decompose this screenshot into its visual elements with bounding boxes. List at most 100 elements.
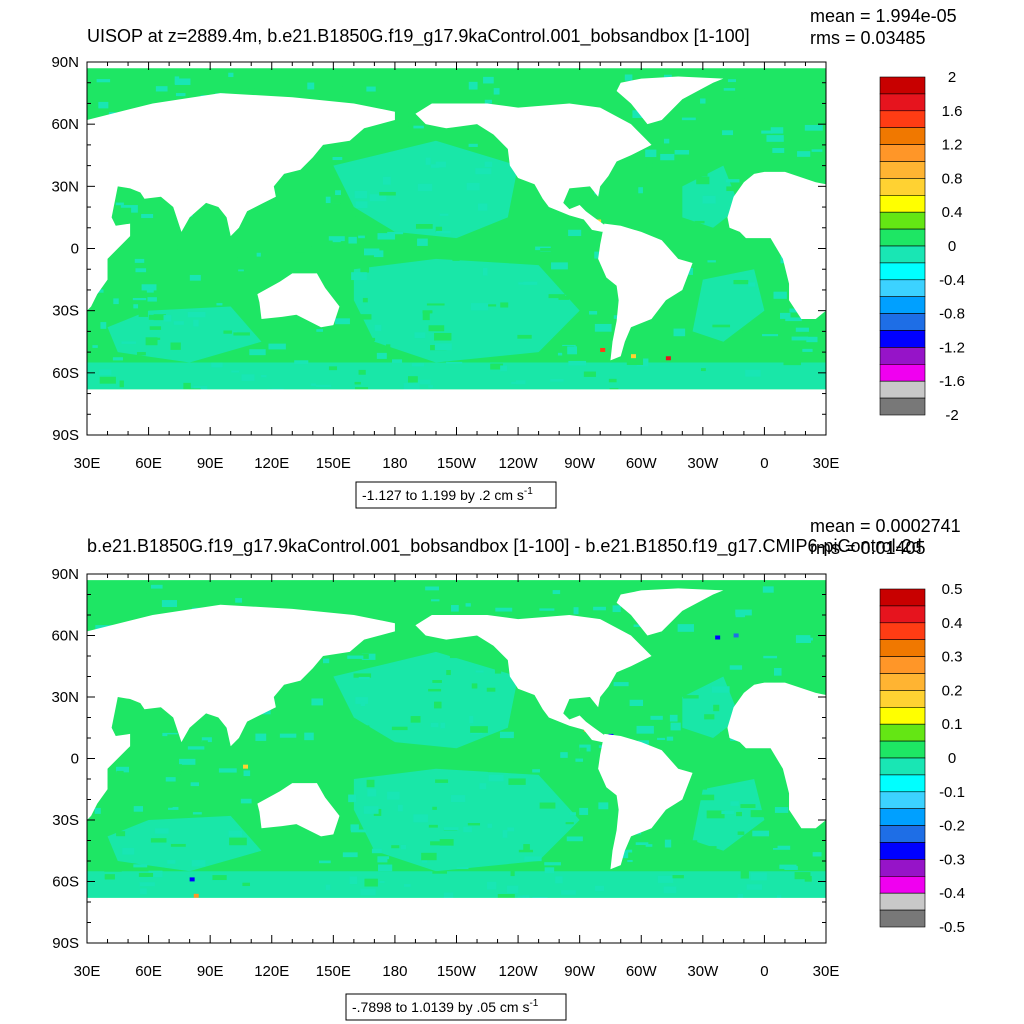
- contour-speck: [261, 375, 267, 378]
- contour-speck: [482, 267, 488, 276]
- contour-speck: [772, 148, 785, 153]
- contour-speck: [478, 203, 488, 211]
- x-tick-label: 120W: [498, 455, 538, 472]
- contour-speck: [657, 119, 663, 125]
- contour-speck: [417, 183, 433, 192]
- contour-speck: [533, 721, 551, 727]
- contour-speck: [309, 678, 321, 687]
- contour-speck: [99, 369, 112, 376]
- y-tick-label: 30S: [52, 303, 79, 320]
- contour-speck: [347, 655, 364, 659]
- contour-speck: [499, 731, 514, 739]
- contour-speck: [696, 176, 710, 185]
- contour-speck: [122, 600, 137, 603]
- y-tick-label: 90S: [52, 427, 79, 444]
- colorbar-swatch: [879, 639, 926, 657]
- colorbar-swatch: [879, 706, 926, 725]
- contour-speck: [351, 272, 367, 281]
- contour-speck: [533, 225, 550, 231]
- contour-speck: [180, 774, 190, 783]
- contour-speck: [430, 841, 445, 846]
- contour-speck: [248, 87, 255, 91]
- contour-speck: [369, 194, 387, 202]
- contour-speck: [383, 176, 391, 185]
- land-mask-6: [87, 897, 826, 943]
- contour-speck: [704, 846, 717, 849]
- contour-speck: [540, 755, 551, 763]
- contour-speck: [467, 823, 481, 826]
- contour-speck: [669, 714, 678, 722]
- contour-speck: [422, 310, 433, 314]
- contour-speck: [205, 789, 213, 797]
- contour-speck: [323, 224, 329, 231]
- contour-speck: [624, 74, 633, 81]
- contour-speck: [722, 130, 734, 136]
- colorbar-label: 0: [948, 238, 956, 255]
- x-tick-label: 120E: [254, 455, 289, 472]
- stat-rms: rms = 0.01405: [810, 538, 926, 558]
- contour-speck: [173, 321, 184, 325]
- contour-speck: [364, 126, 377, 130]
- contour-speck: [193, 319, 199, 327]
- contour-speck: [497, 894, 515, 901]
- contour-speck: [353, 673, 372, 678]
- contour-speck: [740, 870, 749, 879]
- contour-speck: [342, 852, 358, 858]
- colorbar-label: 0.8: [942, 170, 963, 187]
- contour-speck: [565, 197, 582, 201]
- contour-speck: [449, 584, 458, 593]
- contour-speck: [163, 315, 172, 322]
- contour-speck: [700, 169, 708, 177]
- contour-speck: [148, 870, 163, 878]
- contour-speck: [432, 871, 447, 874]
- colorbar-label: 0.3: [942, 649, 963, 666]
- contour-speck: [798, 169, 814, 176]
- contour-speck: [155, 86, 168, 92]
- contour-speck: [767, 842, 778, 849]
- contour-speck: [735, 614, 746, 618]
- contour-speck: [773, 668, 782, 676]
- land-mask-0: [87, 604, 395, 820]
- contour-speck: [579, 807, 589, 815]
- negative-band-1: [353, 768, 580, 872]
- contour-speck: [146, 590, 152, 597]
- contour-speck: [524, 856, 542, 862]
- contour-speck: [677, 624, 694, 632]
- contour-speck: [572, 790, 581, 797]
- contour-speck: [428, 325, 445, 332]
- contour-speck: [548, 294, 566, 299]
- chart-title: b.e21.B1850G.f19_g17.9kaControl.001_bobs…: [87, 536, 922, 557]
- colorbar-swatch: [879, 76, 926, 95]
- contour-speck: [165, 777, 176, 782]
- contour-speck: [650, 715, 663, 720]
- contour-speck: [635, 711, 645, 717]
- contour-speck: [723, 88, 736, 91]
- contour-speck: [414, 332, 426, 339]
- contour-speck: [802, 350, 810, 359]
- contour-speck: [256, 252, 261, 257]
- contour-speck: [434, 701, 442, 709]
- x-tick-label: 30E: [813, 963, 840, 980]
- contour-speck: [612, 605, 621, 613]
- colorbar-swatch: [879, 808, 926, 826]
- colorbar-swatch: [879, 774, 926, 793]
- contour-speck: [773, 291, 787, 299]
- contour-speck: [426, 303, 445, 306]
- x-tick-label: 30W: [687, 963, 719, 980]
- contour-speck: [660, 153, 675, 161]
- contour-speck: [711, 686, 730, 693]
- colorbar-label: 0.2: [942, 682, 963, 699]
- contour-speck: [97, 585, 113, 589]
- contour-speck: [638, 187, 643, 194]
- contour-speck: [428, 824, 438, 828]
- contour-speck: [746, 884, 763, 890]
- contour-speck: [366, 86, 376, 92]
- contour-speck: [146, 288, 154, 293]
- contour-speck: [666, 736, 674, 741]
- contour-speck: [187, 746, 205, 750]
- x-tick-label: 150E: [316, 455, 351, 472]
- contour-speck: [510, 869, 515, 877]
- contour-speck: [719, 659, 730, 667]
- colorbar: 0.5 0.4 0.3 0.2 0.1 0 -0.1 -0.2 -0.3 -0.4 -0.5: [879, 581, 965, 936]
- contour-speck: [348, 236, 357, 244]
